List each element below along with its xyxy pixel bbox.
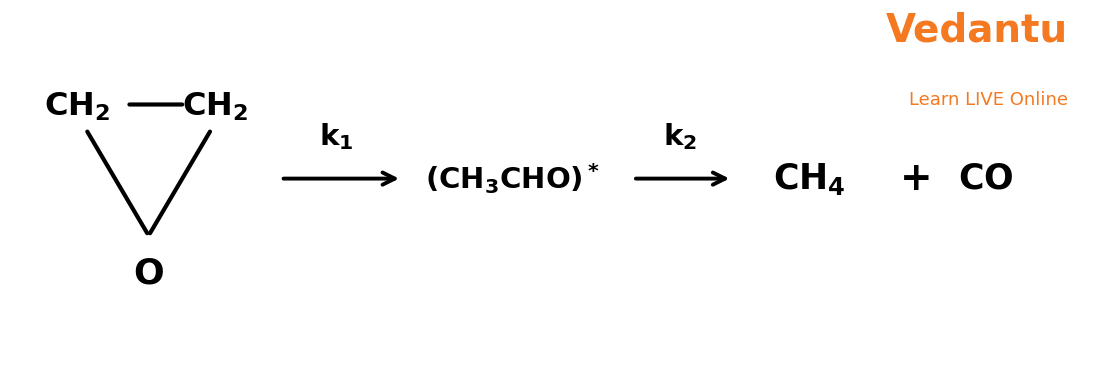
Text: $\mathbf{k_1}$: $\mathbf{k_1}$ <box>318 121 353 152</box>
Text: $\mathbf{k_2}$: $\mathbf{k_2}$ <box>664 121 697 152</box>
Text: $\mathbf{CH_2}$: $\mathbf{CH_2}$ <box>182 90 248 123</box>
Text: O: O <box>133 256 164 291</box>
Text: Vedantu: Vedantu <box>886 11 1068 49</box>
Text: $\mathbf{CH_4}$: $\mathbf{CH_4}$ <box>773 161 846 196</box>
Text: $\mathbf{(CH_3CHO)^*}$: $\mathbf{(CH_3CHO)^*}$ <box>425 161 599 196</box>
Text: $\mathbf{CH_2}$: $\mathbf{CH_2}$ <box>44 90 110 123</box>
Text: $\mathbf{+}$: $\mathbf{+}$ <box>898 160 929 198</box>
Text: Learn LIVE Online: Learn LIVE Online <box>909 91 1068 109</box>
Text: $\mathbf{CO}$: $\mathbf{CO}$ <box>958 162 1013 196</box>
